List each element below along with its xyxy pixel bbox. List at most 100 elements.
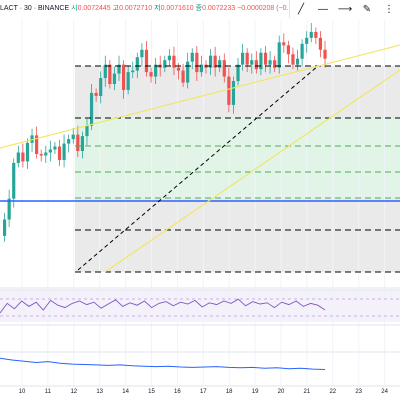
change-value: −0.0000208 (−0.29%) [237, 5, 305, 12]
candle-body-48 [218, 60, 222, 68]
x-tick-10: 10 [18, 389, 26, 395]
x-tick-15: 15 [148, 389, 155, 395]
x-tick-21: 21 [303, 389, 311, 395]
grid [0, 20, 400, 387]
candle-body-67 [305, 37, 309, 44]
trendline-icon[interactable]: ╱ [297, 3, 305, 15]
candle-body-36 [163, 60, 167, 68]
candle-body-39 [176, 67, 181, 71]
candle-body-54 [245, 52, 249, 65]
candle-body-15 [67, 139, 71, 144]
candle-body-33 [149, 72, 153, 77]
drawing-toolbar: ╱ — ⟶ ✎ ⋮ [289, 0, 400, 18]
drawings[interactable] [0, 44, 400, 273]
candle-body-38 [172, 55, 176, 68]
candle-body-65 [295, 58, 300, 65]
candle-body-46 [208, 55, 213, 68]
x-tick-22: 22 [329, 389, 337, 395]
candle-body-42 [190, 52, 194, 62]
candle-body-19 [85, 125, 89, 137]
upper-trendline [0, 44, 400, 149]
candle-body-58 [263, 52, 268, 65]
candle-body-69 [314, 31, 318, 38]
oscillator-band [0, 290, 400, 322]
candle-body-5 [21, 152, 25, 162]
candle-body-6 [25, 142, 30, 162]
candle-body-55 [250, 60, 254, 65]
candle-body-60 [273, 60, 277, 68]
candle-body-61 [277, 42, 281, 68]
open-value: 0.0072445 [77, 5, 111, 12]
candle-body-71 [323, 49, 327, 59]
candle-body-32 [144, 49, 149, 73]
candle-body-26 [117, 64, 121, 74]
x-tick-12: 12 [70, 389, 78, 395]
candle-body-43 [195, 52, 199, 73]
high-label: 고 [112, 5, 120, 12]
candles [2, 22, 327, 242]
ray-icon[interactable]: ⟶ [337, 3, 353, 15]
candle-body-49 [222, 60, 226, 77]
indicator-pane [0, 357, 326, 370]
candle-body-3 [12, 162, 16, 199]
more-tools-icon[interactable]: ⋮ [384, 3, 394, 15]
brush-icon[interactable]: ✎ [362, 3, 372, 15]
candle-body-14 [62, 143, 66, 160]
candle-body-11 [48, 149, 52, 153]
price-zones [0, 66, 400, 322]
oscillator-line [0, 298, 326, 314]
lower-trendline [104, 69, 400, 273]
symbol-label: LACT · 30 · BINANCE [0, 4, 70, 12]
candle-body-63 [286, 45, 290, 55]
oscillator-pane [0, 298, 400, 317]
candle-body-70 [318, 37, 323, 50]
candle-body-66 [300, 43, 304, 59]
candle-body-40 [181, 70, 185, 83]
candle-body-31 [140, 49, 144, 58]
close-value: 0.0072233 [202, 5, 236, 12]
ohlc-values: 시0.0072445 고0.0072710 저0.0071610 종0.0072… [71, 3, 305, 13]
candle-body-17 [76, 134, 80, 152]
x-tick-23: 23 [355, 389, 363, 395]
candle-body-18 [80, 136, 84, 152]
candle-body-51 [231, 81, 236, 105]
candle-body-56 [254, 60, 258, 70]
lower-gray-zone [75, 198, 400, 272]
candle-body-23 [103, 64, 107, 79]
candle-body-9 [39, 154, 43, 156]
green-zone [75, 118, 400, 198]
x-tick-14: 14 [122, 389, 129, 395]
x-tick-11: 11 [44, 389, 52, 395]
candle-body-44 [199, 64, 204, 73]
candle-body-52 [236, 64, 240, 82]
high-value: 0.0072710 [119, 5, 153, 12]
horizontal-line-icon[interactable]: — [318, 3, 328, 15]
candle-body-29 [131, 70, 135, 73]
x-tick-16: 16 [174, 389, 181, 395]
candle-body-1 [2, 219, 7, 236]
candle-body-8 [35, 135, 39, 154]
candle-body-62 [282, 42, 286, 46]
candle-body-28 [126, 72, 130, 90]
candle-body-25 [112, 73, 117, 85]
diagonal-dashed-line [77, 65, 319, 271]
candle-body-12 [53, 146, 57, 150]
candle-body-30 [135, 57, 139, 71]
candle-body-47 [213, 55, 217, 68]
x-tick-17: 17 [199, 389, 207, 395]
candle-body-7 [30, 135, 34, 143]
x-tick-24: 24 [381, 389, 388, 395]
candle-body-13 [57, 146, 62, 160]
candle-body-57 [259, 52, 263, 70]
candle-body-10 [44, 152, 48, 156]
symbol-header: LACT · 30 · BINANCE 시0.0072445 고0.007271… [0, 0, 305, 16]
candle-body-16 [71, 134, 75, 140]
x-tick-20: 20 [277, 389, 285, 395]
candle-body-53 [241, 52, 245, 65]
indicator-line [0, 357, 326, 370]
candle-body-2 [7, 198, 11, 220]
candle-body-41 [186, 61, 190, 83]
x-tick-18: 18 [225, 389, 233, 395]
close-label: 종 [195, 5, 203, 12]
